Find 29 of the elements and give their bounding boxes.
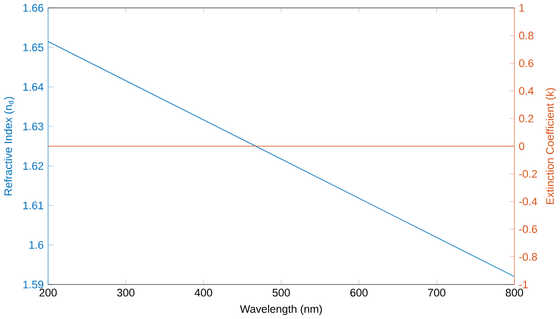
y-axis-title: Refractive Index (n$_{d}$) [4, 96, 14, 196]
y-tick-label: 1.62 [23, 162, 44, 170]
x-tick-label: 300 [117, 288, 134, 297]
x-tick-label: 500 [272, 288, 290, 297]
x-tick-label: 200 [40, 288, 57, 297]
y-tick-label: 1.65 [23, 44, 44, 52]
y-tick-label: 1.6 [29, 241, 44, 249]
y2-tick-label: 1 [520, 4, 524, 12]
y2-tick-label: 0.8 [519, 32, 534, 40]
x-tick-label: 800 [506, 288, 524, 297]
x-axis-title: Wavelength (nm) [240, 304, 322, 315]
y2-tick-label: 0.2 [519, 114, 534, 122]
y-tick-label: 1.61 [23, 202, 44, 210]
y2-tick-label: -1 [519, 280, 528, 288]
y-tick-label: 1.63 [23, 122, 44, 130]
y2-tick-label: 0 [519, 142, 524, 150]
y2-tick-label: -0.6 [519, 225, 537, 234]
x-tick-label: 700 [428, 288, 446, 297]
y2-tick-label: -0.2 [519, 170, 537, 178]
y2-tick-label: -0.8 [519, 252, 537, 261]
y-tick-label: 1.64 [23, 83, 44, 91]
x-tick-label: 600 [350, 288, 368, 297]
x-tick-label: 400 [194, 288, 212, 297]
y2-axis-title: Extinction Coefficient (k) [546, 88, 556, 204]
y2-tick-label: 0.4 [519, 86, 534, 95]
y2-tick-label: -0.4 [519, 198, 538, 206]
y-tick-label: 1.66 [23, 4, 44, 12]
y2-tick-label: 0.6 [519, 59, 534, 68]
y-tick-label: 1.59 [23, 280, 44, 288]
